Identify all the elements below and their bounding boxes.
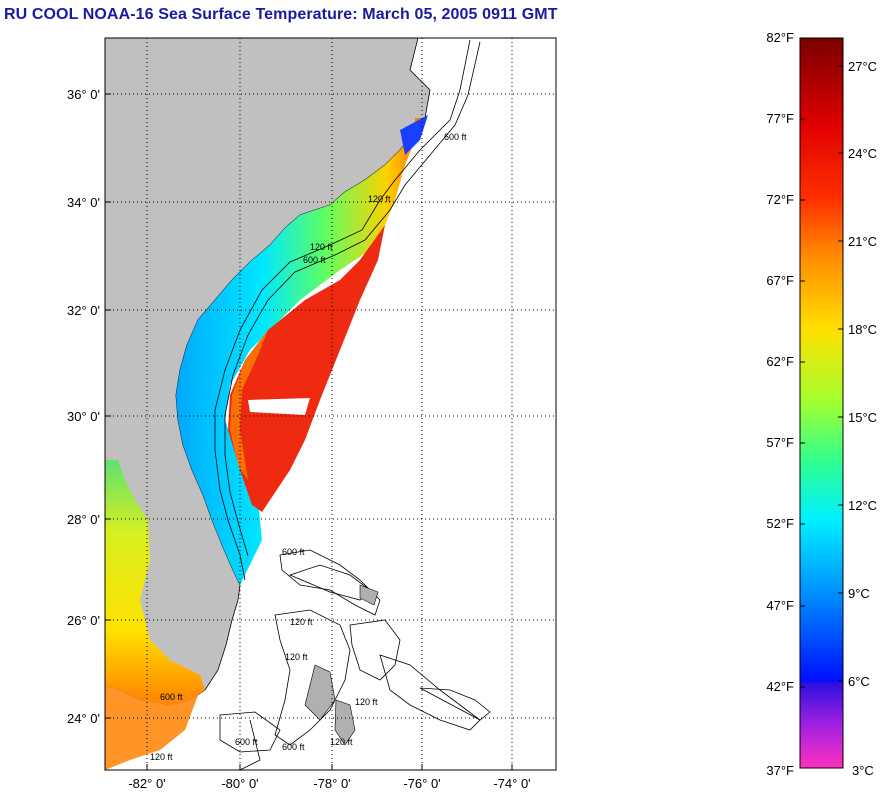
map-plot-area: 120 ft 600 ft 120 ft 600 ft 600 ft 120 f… (105, 38, 556, 770)
map-ticks (105, 93, 513, 770)
depth-label: 120 ft (150, 752, 173, 762)
depth-label: 120 ft (290, 617, 313, 627)
depth-label: 600 ft (282, 742, 305, 752)
fahrenheit-label: 67°F (766, 273, 794, 288)
bahamas-land (304, 584, 379, 746)
fahrenheit-label: 52°F (766, 516, 794, 531)
celsius-label: 9°C (848, 586, 870, 601)
depth-label: 600 ft (235, 737, 258, 747)
lat-tick-label: 24° 0' (67, 711, 100, 726)
lon-tick-label: -78° 0' (313, 776, 350, 791)
lat-tick-label: 26° 0' (67, 613, 100, 628)
lon-tick-label: -80° 0' (221, 776, 258, 791)
gulf-sst-swath (105, 460, 205, 705)
lat-tick-label: 36° 0' (67, 87, 100, 102)
fahrenheit-label: 82°F (766, 30, 794, 45)
fahrenheit-label: 62°F (766, 354, 794, 369)
gulf-stream-warm-swath (228, 225, 385, 512)
latitude-labels: 36° 0' 34° 0' 32° 0' 30° 0' 28° 0' 26° 0… (67, 87, 100, 726)
fahrenheit-label: 37°F (766, 763, 794, 778)
depth-label: 600 ft (444, 132, 467, 142)
celsius-label: 3°C (852, 763, 874, 778)
lon-tick-label: -82° 0' (128, 776, 165, 791)
map-frame (104, 37, 557, 771)
depth-label: 120 ft (310, 242, 333, 252)
celsius-label: 12°C (848, 498, 877, 513)
depth-label: 600 ft (160, 692, 183, 702)
longitude-labels: -82° 0' -80° 0' -78° 0' -76° 0' -74° 0' (128, 776, 530, 791)
celsius-label: 18°C (848, 322, 877, 337)
depth-label: 120 ft (368, 194, 391, 204)
depth-labels: 120 ft 600 ft 120 ft 600 ft 600 ft 120 f… (150, 132, 467, 762)
fahrenheit-label: 72°F (766, 192, 794, 207)
depth-contours (214, 39, 481, 581)
fahrenheit-label: 77°F (766, 111, 794, 126)
celsius-label: 6°C (848, 674, 870, 689)
celsius-label: 24°C (848, 146, 877, 161)
colorbar-c-labels: 27°C 24°C 21°C 18°C 15°C 12°C 9°C 6°C 3°… (848, 59, 877, 778)
cloud-gap (248, 398, 310, 415)
bahamas-banks (219, 549, 491, 770)
celsius-label: 27°C (848, 59, 877, 74)
lat-tick-label: 30° 0' (67, 409, 100, 424)
nc-cold-water (400, 115, 428, 155)
colorbar-f-ticks (800, 37, 805, 769)
fahrenheit-label: 57°F (766, 435, 794, 450)
depth-label: 120 ft (330, 737, 353, 747)
depth-label: 120 ft (355, 697, 378, 707)
lat-tick-label: 28° 0' (67, 512, 100, 527)
celsius-label: 21°C (848, 234, 877, 249)
lon-tick-label: -74° 0' (493, 776, 530, 791)
colorbar-f-labels: 82°F 77°F 72°F 67°F 62°F 57°F 52°F 47°F … (766, 30, 794, 778)
colorbar: 82°F 77°F 72°F 67°F 62°F 57°F 52°F 47°F … (766, 30, 877, 778)
lat-tick-label: 32° 0' (67, 303, 100, 318)
colorbar-gradient (799, 37, 844, 769)
coastal-sst-band (176, 118, 425, 585)
lon-tick-label: -76° 0' (403, 776, 440, 791)
depth-label: 600 ft (303, 255, 326, 265)
lat-tick-label: 34° 0' (67, 195, 100, 210)
florida-keys-sst (105, 685, 200, 770)
depth-label: 120 ft (285, 652, 308, 662)
map-title: RU COOL NOAA-16 Sea Surface Temperature:… (4, 6, 558, 23)
fahrenheit-label: 47°F (766, 598, 794, 613)
fahrenheit-label: 42°F (766, 679, 794, 694)
depth-label: 600 ft (282, 547, 305, 557)
colorbar-c-ticks (838, 65, 843, 769)
celsius-label: 15°C (848, 410, 877, 425)
